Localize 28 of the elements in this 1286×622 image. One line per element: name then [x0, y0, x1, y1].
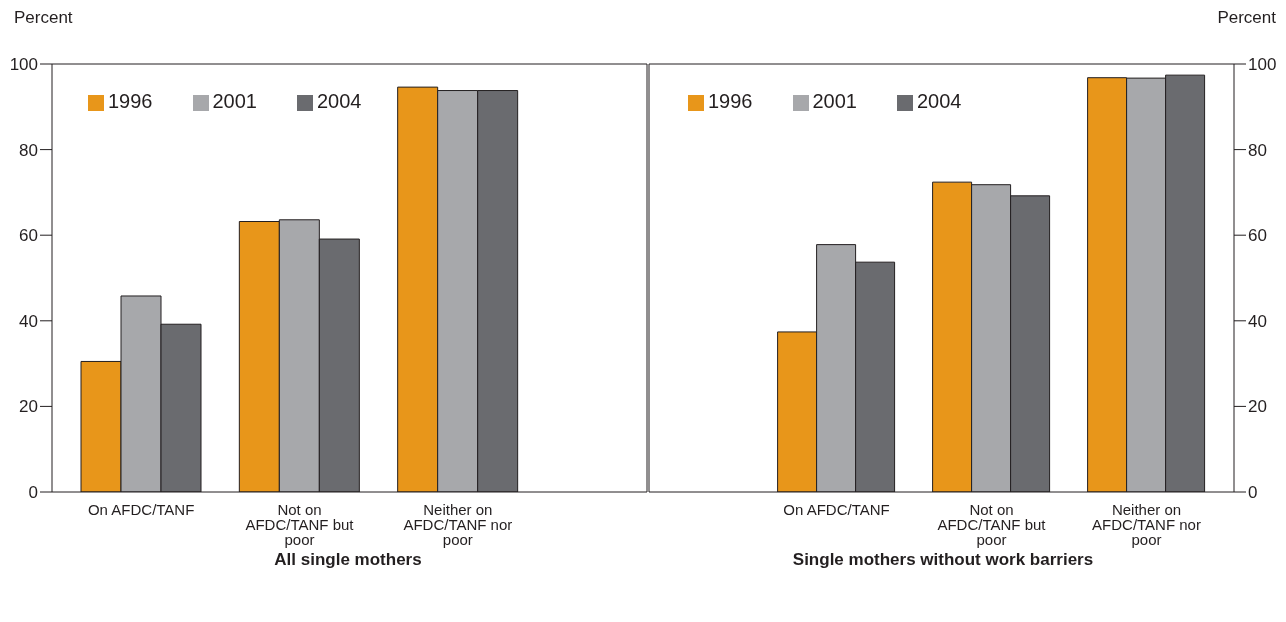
- y-tick-label: 0: [28, 483, 38, 503]
- y-tick-label: 40: [1248, 311, 1267, 331]
- legend-label: 2004: [917, 90, 962, 112]
- x-tick-label: Neither on AFDC/TANF nor poor: [1092, 500, 1201, 548]
- legend-label: 2001: [212, 90, 257, 112]
- x-tick-label: Neither on AFDC/TANF nor poor: [403, 500, 513, 548]
- y-tick-label: 40: [19, 311, 38, 331]
- y-tick-label: 80: [19, 140, 38, 160]
- y-axis-title: Percent: [13, 8, 74, 29]
- y-tick-label: 80: [1248, 140, 1267, 160]
- x-axis-title: Single mothers without work barriers: [791, 550, 1095, 570]
- y-tick-label: 100: [9, 55, 38, 75]
- y-axis-title: Percent: [1216, 8, 1277, 29]
- legend-label: 1996: [708, 90, 753, 112]
- y-tick-label: 60: [1248, 226, 1267, 246]
- x-tick-label: On AFDC/TANF: [783, 500, 890, 518]
- x-tick-label: Not on AFDC/TANF but poor: [937, 500, 1047, 548]
- x-axis-title: All single mothers: [273, 550, 423, 570]
- x-tick-label: On AFDC/TANF: [87, 500, 195, 518]
- y-tick-label: 100: [1248, 55, 1277, 75]
- x-tick-label: Not on AFDC/TANF but poor: [245, 500, 355, 548]
- legend-label: 2001: [812, 90, 857, 112]
- legend-label: 1996: [108, 90, 153, 112]
- legend-label: 2004: [317, 90, 362, 112]
- y-tick-label: 60: [19, 226, 38, 246]
- y-tick-label: 0: [1248, 483, 1258, 503]
- y-tick-label: 20: [19, 397, 38, 417]
- y-tick-label: 20: [1248, 397, 1267, 417]
